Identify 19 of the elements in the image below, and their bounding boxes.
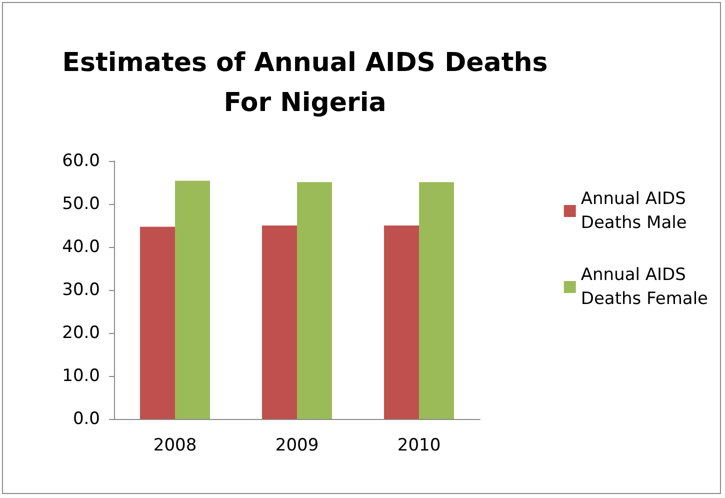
bar — [262, 226, 297, 419]
x-tick-label: 2008 — [153, 436, 197, 456]
bar — [297, 182, 332, 419]
y-tick-label: 10.0 — [62, 366, 100, 386]
y-tick-label: 40.0 — [62, 237, 100, 257]
y-tick-label: 50.0 — [62, 194, 100, 214]
bar — [419, 182, 454, 419]
x-tick-label: 2010 — [397, 436, 441, 456]
x-tick-label: 2009 — [275, 436, 319, 456]
y-tick-label: 20.0 — [62, 323, 100, 343]
bar — [140, 226, 175, 419]
legend-label: Annual AIDS Deaths Male — [580, 189, 687, 233]
legend-label: Annual AIDS Deaths Female — [580, 265, 708, 309]
y-tick-label: 0.0 — [72, 409, 100, 429]
bar — [384, 226, 419, 419]
y-tick-label: 60.0 — [62, 151, 100, 171]
y-tick-label: 30.0 — [62, 280, 100, 300]
chart-title: Estimates of Annual AIDS Deaths For Nigeria — [62, 48, 548, 118]
bar — [175, 180, 210, 419]
